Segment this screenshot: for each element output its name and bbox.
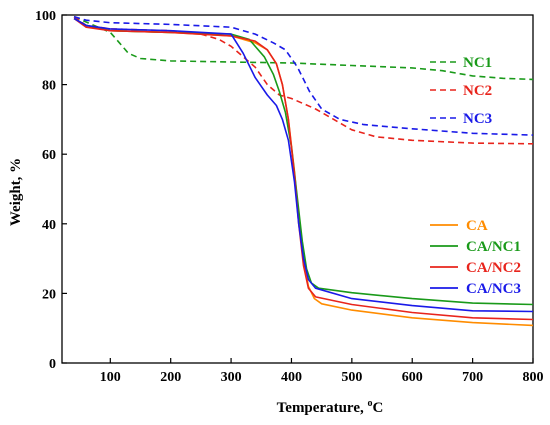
x-axis-title-unit: C (372, 400, 383, 416)
legend-label: NC2 (463, 83, 492, 99)
legend-label: CA/NC2 (466, 260, 521, 276)
y-tick-label: 0 (49, 357, 56, 372)
legend-label: CA (466, 218, 488, 234)
plot-frame (61, 14, 534, 364)
x-tick-label: 500 (341, 370, 362, 385)
axis-ticks: 100 200 300 400 500 600 700 800 0 20 40 60 80 100 (35, 9, 544, 385)
x-axis-title-unit-superscript: o (367, 398, 372, 409)
y-tick-label: 80 (42, 79, 56, 94)
y-tick-label: 20 (42, 287, 56, 302)
series-line-ca-nc3 (73, 17, 534, 313)
x-tick-label: 800 (523, 370, 544, 385)
x-axis-title-text: Temperature, (277, 400, 368, 416)
x-tick-label: 200 (160, 370, 181, 385)
legend-label: NC1 (463, 55, 492, 71)
x-tick-label: 100 (100, 370, 121, 385)
x-axis-title: Temperature, oC (277, 398, 384, 416)
plot-border (61, 14, 534, 364)
legend: NC1 NC2 NC3 CA CA/NC1 CA/NC2 CA/NC3 (430, 55, 521, 297)
legend-label: NC3 (463, 111, 492, 127)
x-tick-label: 700 (462, 370, 483, 385)
y-tick-label: 40 (42, 218, 56, 233)
y-axis-title: Weight, % (8, 158, 24, 226)
series-lines (73, 15, 534, 327)
x-tick-label: 300 (221, 370, 242, 385)
x-tick-label: 400 (281, 370, 302, 385)
legend-label: CA/NC1 (466, 239, 521, 255)
series-line-ca-nc2 (73, 17, 534, 321)
series-line-nc2 (73, 16, 534, 145)
x-tick-label: 600 (402, 370, 423, 385)
y-tick-label: 60 (42, 148, 56, 163)
legend-label: CA/NC3 (466, 281, 521, 297)
y-tick-label: 100 (35, 9, 56, 24)
